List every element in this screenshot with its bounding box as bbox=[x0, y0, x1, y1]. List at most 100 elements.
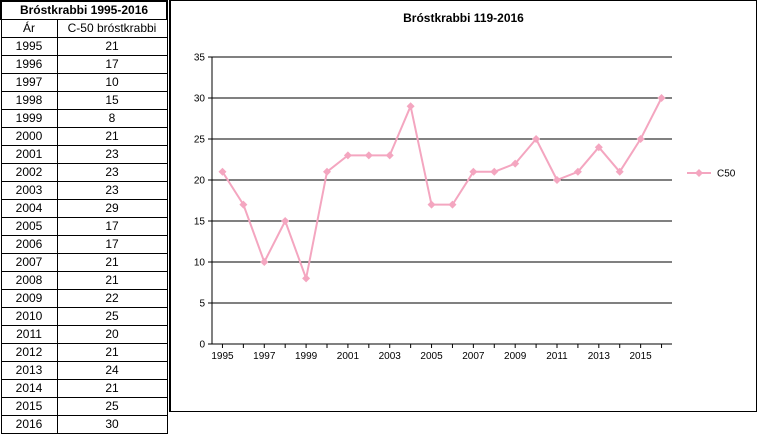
cell-value: 21 bbox=[56, 271, 168, 290]
cell-year: 1997 bbox=[0, 73, 58, 92]
table-row: 2010 25 bbox=[0, 307, 168, 326]
cell-year: 2002 bbox=[0, 163, 58, 182]
data-point-c50 bbox=[385, 151, 394, 160]
cell-value: 21 bbox=[56, 343, 168, 362]
cell-year: 1999 bbox=[0, 109, 58, 128]
cell-year: 2009 bbox=[0, 289, 58, 308]
cell-value: 23 bbox=[56, 181, 168, 200]
cell-year: 2012 bbox=[0, 343, 58, 362]
cell-year: 1996 bbox=[0, 55, 58, 74]
cell-value: 21 bbox=[56, 37, 168, 56]
cell-value: 21 bbox=[56, 253, 168, 272]
table-row: 1997 10 bbox=[0, 73, 168, 92]
table-row: 2009 22 bbox=[0, 289, 168, 308]
cell-value: 21 bbox=[56, 127, 168, 146]
cell-value: 20 bbox=[56, 325, 168, 344]
cell-value: 25 bbox=[56, 397, 168, 416]
table-row: 2006 17 bbox=[0, 235, 168, 254]
cell-value: 24 bbox=[56, 361, 168, 380]
data-point-c50 bbox=[511, 159, 520, 168]
data-point-c50 bbox=[260, 258, 269, 266]
x-tick-label: 2013 bbox=[588, 351, 611, 362]
data-point-c50 bbox=[323, 167, 331, 176]
x-tick-label: 2015 bbox=[630, 351, 653, 362]
x-tick-label: 2003 bbox=[379, 351, 402, 362]
cell-value: 30 bbox=[56, 415, 168, 434]
table-row: 1995 21 bbox=[0, 37, 168, 56]
table-row: 2011 20 bbox=[0, 325, 168, 344]
x-tick-label: 2001 bbox=[337, 351, 360, 362]
x-tick-label: 2009 bbox=[504, 351, 527, 362]
cell-value: 8 bbox=[56, 109, 168, 128]
data-point-c50 bbox=[281, 217, 290, 225]
data-table: Bróstkrabbi 1995-2016 Ár C-50 bróstkrabb… bbox=[0, 0, 169, 434]
data-point-c50 bbox=[469, 167, 478, 176]
cell-year: 2016 bbox=[0, 415, 58, 434]
table-row: 2016 30 bbox=[0, 415, 168, 434]
table-title: Bróstkrabbi 1995-2016 bbox=[0, 0, 169, 20]
cell-year: 2013 bbox=[0, 361, 58, 380]
data-table-panel: Bróstkrabbi 1995-2016 Ár C-50 bróstkrabb… bbox=[0, 0, 169, 434]
data-point-c50 bbox=[239, 200, 248, 209]
table-row: 2007 21 bbox=[0, 253, 168, 272]
table-row: 1999 8 bbox=[0, 109, 168, 128]
cell-year: 2014 bbox=[0, 379, 58, 398]
cell-value: 23 bbox=[56, 145, 168, 164]
y-tick-label: 25 bbox=[194, 135, 206, 146]
cell-value: 15 bbox=[56, 91, 168, 110]
table-row: 2014 21 bbox=[0, 379, 168, 398]
cell-year: 2005 bbox=[0, 217, 58, 236]
cell-value: 17 bbox=[56, 235, 168, 254]
chart-title: Bróstkrabbi 119-2016 bbox=[403, 11, 524, 25]
column-header-year: Ár bbox=[0, 19, 58, 38]
table-row: 2008 21 bbox=[0, 271, 168, 290]
y-tick-label: 0 bbox=[199, 340, 205, 351]
data-point-c50 bbox=[594, 143, 603, 152]
cell-value: 29 bbox=[56, 199, 168, 218]
cell-value: 22 bbox=[56, 289, 168, 308]
data-point-c50 bbox=[636, 135, 645, 143]
line-chart: 0 5 10 15 20 25 30 35 1995 1997 1999 2001 2003 2005 20… bbox=[194, 53, 736, 363]
cell-year: 2001 bbox=[0, 145, 58, 164]
data-point-c50 bbox=[406, 102, 415, 111]
cell-year: 2004 bbox=[0, 199, 58, 218]
data-point-c50 bbox=[364, 151, 373, 160]
table-row: 2012 21 bbox=[0, 343, 168, 362]
x-tick-label: 2011 bbox=[546, 351, 568, 362]
y-tick-label: 30 bbox=[194, 94, 206, 105]
cell-year: 2015 bbox=[0, 397, 58, 416]
chart-panel: Bróstkrabbi 119-2016 0 5 10 15 20 25 30 35 1995 1… bbox=[169, 0, 757, 412]
x-tick-label: 1999 bbox=[295, 351, 318, 362]
y-tick-label: 20 bbox=[194, 176, 206, 187]
cell-year: 2003 bbox=[0, 181, 58, 200]
cell-value: 23 bbox=[56, 163, 168, 182]
table-row: 1998 15 bbox=[0, 91, 168, 110]
cell-year: 2007 bbox=[0, 253, 58, 272]
table-row: 2000 21 bbox=[0, 127, 168, 146]
x-tick-label: 2005 bbox=[420, 351, 443, 362]
cell-value: 25 bbox=[56, 307, 168, 326]
data-point-c50 bbox=[343, 151, 352, 160]
table-row: 2013 24 bbox=[0, 361, 168, 380]
data-point-c50 bbox=[532, 135, 541, 143]
table-row: 1996 17 bbox=[0, 55, 168, 74]
cell-year: 2000 bbox=[0, 127, 58, 146]
cell-value: 10 bbox=[56, 73, 168, 92]
table-row: 2005 17 bbox=[0, 217, 168, 236]
y-tick-label: 5 bbox=[199, 299, 205, 310]
y-tick-label: 35 bbox=[194, 53, 206, 64]
x-tick-label: 1997 bbox=[253, 351, 276, 362]
cell-year: 2006 bbox=[0, 235, 58, 254]
data-point-c50 bbox=[448, 200, 457, 209]
data-point-c50 bbox=[553, 176, 561, 184]
cell-year: 1995 bbox=[0, 37, 58, 56]
column-header-value: C-50 bróstkrabbi bbox=[56, 19, 168, 38]
data-point-c50 bbox=[490, 167, 499, 176]
table-row: 2004 29 bbox=[0, 199, 168, 218]
cell-year: 2008 bbox=[0, 271, 58, 290]
series-line-c50 bbox=[221, 97, 663, 280]
table-row: 2003 23 bbox=[0, 181, 168, 200]
data-point-c50 bbox=[573, 167, 582, 176]
data-point-c50 bbox=[427, 200, 436, 209]
data-point-c50 bbox=[302, 274, 311, 283]
